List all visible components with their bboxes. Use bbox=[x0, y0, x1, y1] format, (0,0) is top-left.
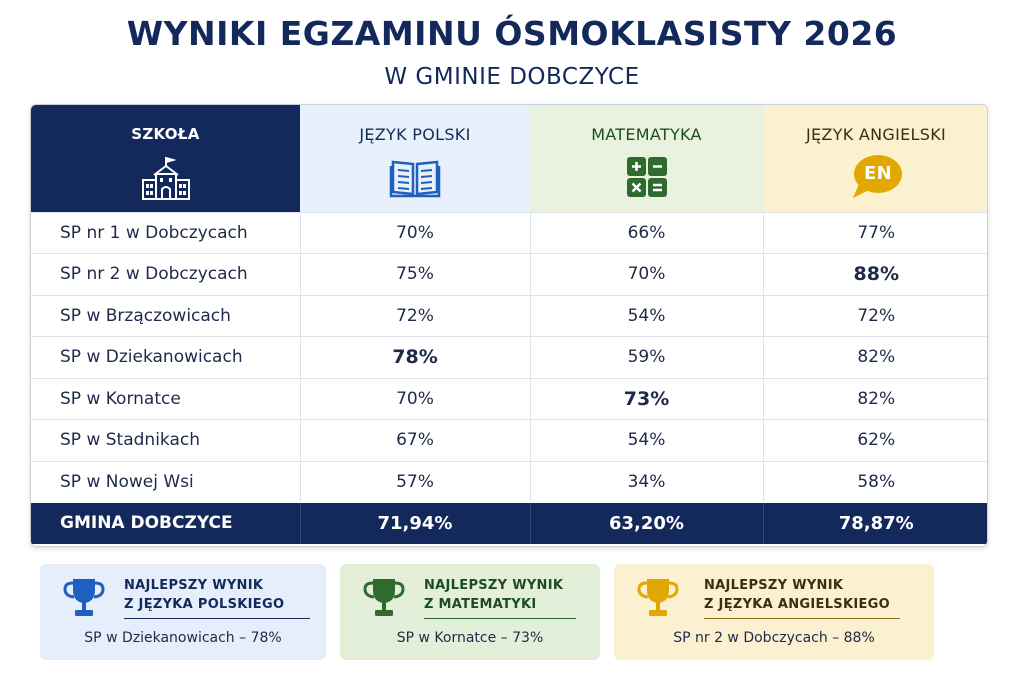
table-row: SP w Nowej Wsi 57% 34% 58% bbox=[31, 460, 987, 503]
trophy-icon bbox=[637, 579, 679, 616]
divider bbox=[124, 618, 310, 619]
best-polish-line1: NAJLEPSZY WYNIK bbox=[124, 578, 264, 593]
best-math-line1: NAJLEPSZY WYNIK bbox=[424, 578, 564, 593]
math-score: 54% bbox=[529, 294, 763, 337]
total-label: GMINA DOBCZYCE bbox=[31, 502, 300, 544]
header-polish-label: JĘZYK POLSKI bbox=[359, 125, 471, 144]
trophy-icon bbox=[363, 579, 405, 616]
trophy-icon bbox=[63, 579, 105, 616]
best-math-result: SP w Kornatce – 73% bbox=[396, 630, 544, 646]
header-english: JĘZYK ANGIELSKI EN bbox=[763, 105, 987, 212]
english-score: 58% bbox=[762, 460, 987, 503]
polish-score: 70% bbox=[299, 377, 530, 420]
header-polish: JĘZYK POLSKI bbox=[300, 105, 530, 212]
calculator-symbols-icon bbox=[626, 157, 667, 197]
school-name: SP w Nowej Wsi bbox=[31, 460, 300, 503]
total-polish: 71,94% bbox=[299, 502, 530, 544]
best-math-card: NAJLEPSZY WYNIK Z MATEMATYKI SP w Kornat… bbox=[340, 564, 600, 660]
best-polish-result: SP w Dziekanowicach – 78% bbox=[84, 630, 282, 646]
table-row: SP w Dziekanowicach 78% 59% 82% bbox=[31, 336, 987, 378]
polish-score-best: 78% bbox=[299, 336, 530, 378]
english-score: 82% bbox=[762, 336, 987, 378]
header-school: SZKOŁA bbox=[31, 105, 300, 212]
results-table: SZKOŁA bbox=[31, 105, 987, 544]
total-english: 78,87% bbox=[762, 502, 987, 544]
school-name: SP w Kornatce bbox=[31, 377, 300, 420]
table-row: SP w Stadnikach 67% 54% 62% bbox=[31, 419, 987, 461]
english-score: 62% bbox=[762, 419, 987, 461]
polish-score: 57% bbox=[299, 460, 530, 503]
page-title: WYNIKI EGZAMINU ÓSMOKLASISTY 2026 bbox=[126, 14, 898, 53]
best-polish-label: NAJLEPSZY WYNIK Z JĘZYKA POLSKIEGO bbox=[124, 576, 284, 614]
math-score: 66% bbox=[529, 211, 763, 254]
polish-score: 75% bbox=[299, 253, 530, 295]
header-math: MATEMATYKA bbox=[530, 105, 763, 212]
math-score: 59% bbox=[529, 336, 763, 378]
best-english-line2: Z JĘZYKA ANGIELSKIEGO bbox=[704, 597, 890, 612]
math-score: 70% bbox=[529, 253, 763, 295]
header-math-label: MATEMATYKA bbox=[591, 125, 702, 144]
best-english-line1: NAJLEPSZY WYNIK bbox=[704, 578, 844, 593]
polish-score: 70% bbox=[299, 211, 530, 254]
best-math-line2: Z MATEMATYKI bbox=[424, 597, 537, 612]
header-english-label: JĘZYK ANGIELSKI bbox=[805, 125, 947, 144]
divider bbox=[704, 618, 900, 619]
school-name: SP w Dziekanowicach bbox=[31, 336, 300, 378]
math-score: 54% bbox=[529, 419, 763, 461]
header-school-label: SZKOŁA bbox=[131, 125, 200, 143]
divider bbox=[424, 618, 576, 619]
school-name: SP w Stadnikach bbox=[31, 419, 300, 461]
polish-score: 67% bbox=[299, 419, 530, 461]
english-score-best: 88% bbox=[762, 253, 987, 295]
english-score: 82% bbox=[762, 377, 987, 420]
best-english-label: NAJLEPSZY WYNIK Z JĘZYKA ANGIELSKIEGO bbox=[704, 576, 890, 614]
results-table-container: SZKOŁA bbox=[30, 104, 988, 547]
english-score: 72% bbox=[762, 294, 987, 337]
speech-bubble-icon: EN bbox=[849, 154, 903, 200]
table-header-row: SZKOŁA bbox=[31, 105, 987, 212]
math-score: 34% bbox=[529, 460, 763, 503]
best-polish-card: NAJLEPSZY WYNIK Z JĘZYKA POLSKIEGO SP w … bbox=[40, 564, 326, 660]
table-row: SP w Brzączowicach 72% 54% 72% bbox=[31, 294, 987, 337]
table-row: SP w Kornatce 70% 73% 82% bbox=[31, 377, 987, 420]
page-subtitle: W GMINIE DOBCZYCE bbox=[384, 64, 640, 90]
total-math: 63,20% bbox=[529, 502, 763, 544]
school-name: SP nr 2 w Dobczycach bbox=[31, 253, 300, 295]
school-building-icon bbox=[141, 157, 190, 200]
school-name: SP w Brzączowicach bbox=[31, 294, 300, 337]
english-score: 77% bbox=[762, 211, 987, 254]
best-english-card: NAJLEPSZY WYNIK Z JĘZYKA ANGIELSKIEGO SP… bbox=[614, 564, 934, 660]
school-name: SP nr 1 w Dobczycach bbox=[31, 211, 300, 254]
math-score-best: 73% bbox=[529, 377, 763, 420]
table-row: SP nr 2 w Dobczycach 75% 70% 88% bbox=[31, 253, 987, 295]
best-english-result: SP nr 2 w Dobczycach – 88% bbox=[673, 630, 875, 646]
table-row: SP nr 1 w Dobczycach 70% 66% 77% bbox=[31, 211, 987, 254]
best-math-label: NAJLEPSZY WYNIK Z MATEMATYKI bbox=[424, 576, 563, 614]
best-polish-line2: Z JĘZYKA POLSKIEGO bbox=[124, 597, 285, 612]
total-row: GMINA DOBCZYCE 71,94% 63,20% 78,87% bbox=[31, 502, 987, 544]
english-badge-text: EN bbox=[864, 163, 892, 184]
open-book-icon bbox=[389, 160, 441, 198]
polish-score: 72% bbox=[299, 294, 530, 337]
